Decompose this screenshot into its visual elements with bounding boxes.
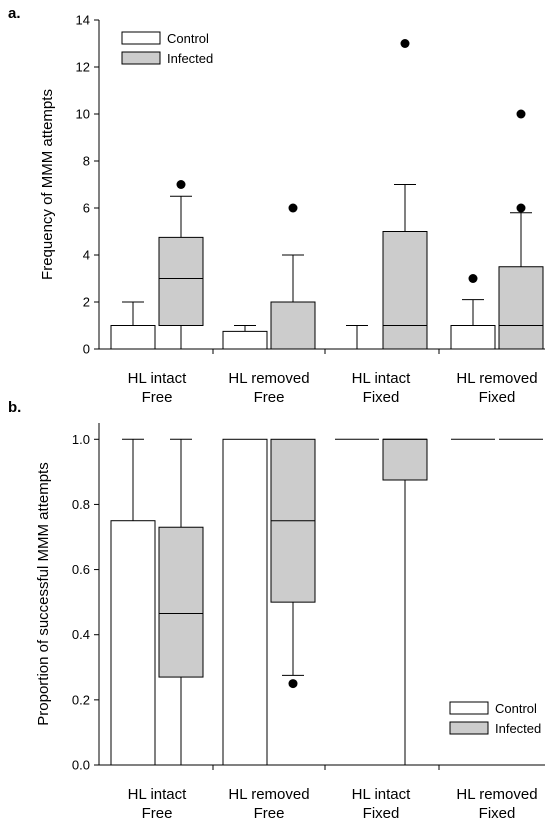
y-tick-label: 0.8 [72,497,90,512]
y-tick-label: 0.2 [72,692,90,707]
category-label: HL removed [228,786,309,803]
y-axis-label: Proportion of successful MMM attempts [35,462,52,725]
box-iqr [270,301,316,350]
box-infected [270,438,316,689]
box-control [335,325,379,350]
box-iqr [158,526,204,678]
legend-label: Infected [495,721,541,736]
legend-label: Infected [167,51,213,66]
y-tick-label: 0 [83,342,90,357]
box-infected [158,438,204,766]
box-infected [382,438,428,766]
box-infected [382,39,428,350]
panel-b: b. 0.0 0.2 0.4 0.6 0.8 1.0 Proportion of succes… [8,399,545,822]
box-infected [158,180,204,350]
box-infected [498,109,544,350]
y-tick-label: 0.6 [72,562,90,577]
box-control [110,301,156,350]
category-label: Fixed [479,805,516,822]
panel-label: a. [8,5,21,22]
legend-swatch [449,721,489,735]
outlier-point [468,274,478,283]
y-tick-label: 0.4 [72,627,90,642]
box-control [222,438,268,766]
category-label: Free [142,805,173,822]
box-control [110,438,156,766]
category-label: HL intact [128,786,187,803]
legend-swatch [121,31,161,45]
category-label: Fixed [479,389,516,406]
legend-swatch [449,701,489,715]
box-iqr [382,231,428,350]
legend: Control Infected [449,701,541,736]
y-tick-label: 6 [83,201,90,216]
category-label: HL intact [352,370,411,387]
category-label: HL removed [228,370,309,387]
y-tick-label: 8 [83,154,90,169]
outlier-point [516,109,526,119]
box-iqr [450,325,496,350]
y-tick-label: 10 [76,107,90,122]
box-iqr [110,325,156,350]
y-tick-label: 1.0 [72,432,90,447]
category-label: HL intact [128,370,187,387]
y-tick-label: 0.0 [72,758,90,773]
legend: Control Infected [121,31,213,66]
y-tick-label: 14 [76,13,90,28]
y-tick-label: 12 [76,60,90,75]
box-iqr [382,438,428,481]
category-label: HL intact [352,786,411,803]
legend-label: Control [167,31,209,46]
box-iqr [158,236,204,326]
box-control [222,325,268,350]
box-infected [270,203,316,350]
category-label: Fixed [363,805,400,822]
y-tick-label: 2 [83,295,90,310]
panel-a: a. 0 2 4 6 8 10 12 14 Frequency of MMM attempts HL… [8,5,545,406]
box-control [450,274,496,350]
category-label: Free [142,389,173,406]
box-iqr [498,266,544,350]
box-iqr [222,330,268,350]
y-tick-label: 4 [83,248,90,263]
outlier-point [288,203,298,213]
outlier-point [176,180,186,189]
legend-label: Control [495,701,537,716]
category-label: Free [254,389,285,406]
box-iqr [110,520,156,766]
category-label: HL removed [456,370,537,387]
legend-swatch [121,51,161,65]
outlier-point [288,679,298,689]
outlier-point [400,39,410,48]
category-label: Free [254,805,285,822]
panel-label: b. [8,399,21,416]
box-iqr [222,438,268,766]
y-axis-label: Frequency of MMM attempts [39,89,56,280]
outlier-point [516,203,526,213]
category-label: Fixed [363,389,400,406]
category-label: HL removed [456,786,537,803]
